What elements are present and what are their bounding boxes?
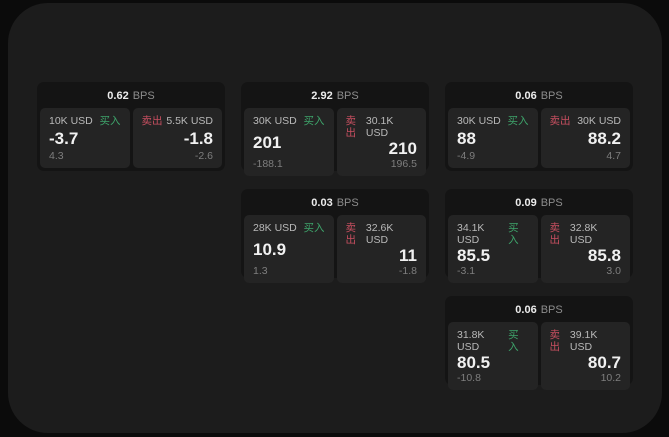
bps-header: 0.03 BPS xyxy=(244,192,426,215)
buy-tile[interactable]: 34.1K USD 买入 85.5 -3.1 xyxy=(448,215,538,283)
sell-tile[interactable]: 卖出 30.1K USD 210 196.5 xyxy=(336,108,426,176)
quote-card: 0.62 BPS 10K USD 买入 -3.7 4.3 卖出 xyxy=(37,82,225,171)
buy-price: 88 xyxy=(457,129,476,148)
buy-amount: 30K USD xyxy=(253,115,297,127)
sell-delta: 3.0 xyxy=(606,265,621,277)
sell-tile[interactable]: 卖出 32.8K USD 85.8 3.0 xyxy=(540,215,630,283)
bps-unit: BPS xyxy=(132,90,155,102)
sell-label: 卖出 xyxy=(549,222,561,246)
bps-value: 0.06 xyxy=(515,90,537,102)
sell-price: 210 xyxy=(388,139,417,158)
bps-header: 0.06 BPS xyxy=(448,299,630,322)
bps-unit: BPS xyxy=(336,197,359,209)
buy-delta: -10.8 xyxy=(457,372,481,384)
buy-sell-tiles: 30K USD 买入 201 -188.1 卖出 30.1K USD 210 1… xyxy=(244,108,426,176)
sell-price: 80.7 xyxy=(587,353,621,372)
buy-tile[interactable]: 30K USD 买入 201 -188.1 xyxy=(244,108,334,176)
buy-sell-tiles: 31.8K USD 买入 80.5 -10.8 卖出 39.1K USD 80.… xyxy=(448,322,630,390)
bps-value: 0.62 xyxy=(107,90,129,102)
sell-delta: 10.2 xyxy=(600,372,621,384)
sell-delta: 4.7 xyxy=(606,150,621,162)
buy-label: 买入 xyxy=(508,329,519,353)
sell-amount: 39.1K USD xyxy=(569,329,598,353)
bps-unit: BPS xyxy=(540,304,563,316)
quote-card: 0.03 BPS 28K USD 买入 10.9 1.3 卖出 xyxy=(241,189,429,283)
buy-price: 80.5 xyxy=(457,353,491,372)
sell-amount: 32.6K USD xyxy=(365,222,394,246)
quote-card: 0.06 BPS 31.8K USD 买入 80.5 -10.8 卖 xyxy=(445,296,633,390)
sell-tile[interactable]: 卖出 30K USD 88.2 4.7 xyxy=(540,108,630,168)
buy-amount: 28K USD xyxy=(253,222,297,234)
bps-value: 0.06 xyxy=(515,304,537,316)
bps-header: 2.92 BPS xyxy=(244,85,426,108)
bps-unit: BPS xyxy=(336,90,359,102)
buy-label: 买入 xyxy=(507,115,529,127)
buy-delta: 1.3 xyxy=(253,265,268,277)
bps-header: 0.06 BPS xyxy=(448,85,630,108)
buy-label: 买入 xyxy=(508,222,519,246)
buy-amount: 34.1K USD xyxy=(457,222,485,246)
buy-delta: -3.1 xyxy=(457,265,476,277)
buy-amount: 30K USD xyxy=(457,115,501,127)
sell-amount: 30K USD xyxy=(577,115,621,127)
buy-price: 85.5 xyxy=(457,246,491,265)
buy-sell-tiles: 34.1K USD 买入 85.5 -3.1 卖出 32.8K USD 85.8… xyxy=(448,215,630,283)
buy-label: 买入 xyxy=(303,222,325,234)
bps-value: 0.03 xyxy=(311,197,333,209)
sell-price: 88.2 xyxy=(587,129,621,148)
buy-sell-tiles: 10K USD 买入 -3.7 4.3 卖出 5.5K USD -1.8 -2.… xyxy=(40,108,222,168)
sell-label: 卖出 xyxy=(549,329,561,353)
quote-card-grid: 0.62 BPS 10K USD 买入 -3.7 4.3 卖出 xyxy=(37,82,633,390)
sell-label: 卖出 xyxy=(141,115,163,127)
bps-header: 0.09 BPS xyxy=(448,192,630,215)
bps-unit: BPS xyxy=(540,197,563,209)
sell-delta: -2.6 xyxy=(194,150,213,162)
buy-amount: 10K USD xyxy=(49,115,93,127)
buy-delta: -188.1 xyxy=(253,158,283,170)
buy-sell-tiles: 28K USD 买入 10.9 1.3 卖出 32.6K USD 11 -1.8 xyxy=(244,215,426,283)
sell-amount: 30.1K USD xyxy=(365,115,394,139)
buy-delta: 4.3 xyxy=(49,150,64,162)
bps-value: 2.92 xyxy=(311,90,333,102)
sell-price: -1.8 xyxy=(183,129,213,148)
buy-price: 201 xyxy=(253,133,282,152)
sell-amount: 5.5K USD xyxy=(166,115,213,127)
sell-price: 11 xyxy=(399,246,417,265)
sell-delta: 196.5 xyxy=(390,158,417,170)
buy-label: 买入 xyxy=(303,115,325,127)
quote-card: 2.92 BPS 30K USD 买入 201 -188.1 卖出 xyxy=(241,82,429,176)
sell-price: 85.8 xyxy=(587,246,621,265)
buy-amount: 31.8K USD xyxy=(457,329,485,353)
buy-price: 10.9 xyxy=(253,240,287,259)
buy-delta: -4.9 xyxy=(457,150,476,162)
sell-label: 卖出 xyxy=(549,115,571,127)
buy-tile[interactable]: 28K USD 买入 10.9 1.3 xyxy=(244,215,334,283)
sell-label: 卖出 xyxy=(345,222,357,246)
bps-header: 0.62 BPS xyxy=(40,85,222,108)
buy-tile[interactable]: 10K USD 买入 -3.7 4.3 xyxy=(40,108,130,168)
buy-sell-tiles: 30K USD 买入 88 -4.9 卖出 30K USD 88.2 4.7 xyxy=(448,108,630,168)
quote-card: 0.06 BPS 30K USD 买入 88 -4.9 卖出 xyxy=(445,82,633,171)
sell-delta: -1.8 xyxy=(398,265,417,277)
bps-unit: BPS xyxy=(540,90,563,102)
sell-amount: 32.8K USD xyxy=(569,222,598,246)
bps-value: 0.09 xyxy=(515,197,537,209)
buy-tile[interactable]: 30K USD 买入 88 -4.9 xyxy=(448,108,538,168)
quote-card: 0.09 BPS 34.1K USD 买入 85.5 -3.1 卖出 xyxy=(445,189,633,283)
buy-tile[interactable]: 31.8K USD 买入 80.5 -10.8 xyxy=(448,322,538,390)
sell-tile[interactable]: 卖出 32.6K USD 11 -1.8 xyxy=(336,215,426,283)
sell-tile[interactable]: 卖出 39.1K USD 80.7 10.2 xyxy=(540,322,630,390)
sell-tile[interactable]: 卖出 5.5K USD -1.8 -2.6 xyxy=(132,108,222,168)
buy-price: -3.7 xyxy=(49,129,79,148)
sell-label: 卖出 xyxy=(345,115,357,139)
quotes-panel: 0.62 BPS 10K USD 买入 -3.7 4.3 卖出 xyxy=(8,3,662,433)
buy-label: 买入 xyxy=(99,115,121,127)
